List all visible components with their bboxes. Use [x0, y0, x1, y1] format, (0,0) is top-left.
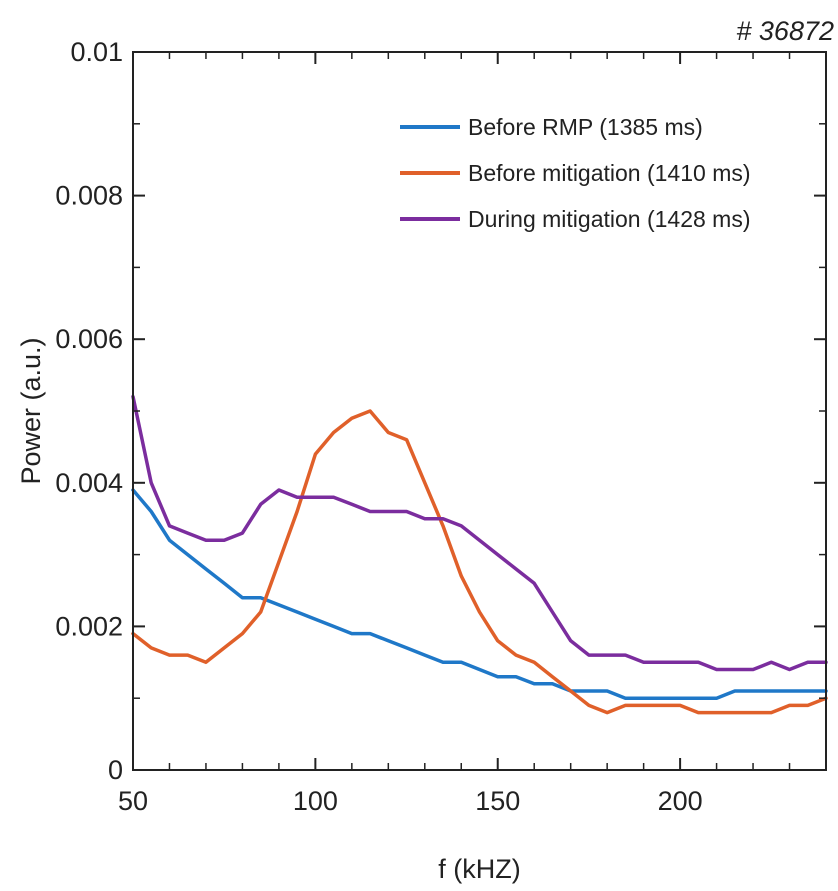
y-tick-label: 0: [108, 755, 123, 785]
shot-number-label: # 36872: [736, 16, 834, 46]
y-tick-label: 0.006: [55, 324, 123, 354]
series-line-2: [131, 409, 828, 715]
y-tick-label: 0.004: [55, 468, 123, 498]
y-axis-label: Power (a.u.): [16, 337, 46, 484]
y-tick-label: 0.008: [55, 181, 123, 211]
series-layer: [131, 394, 828, 715]
x-tick-label: 50: [118, 786, 148, 816]
y-tick-label: 0.01: [70, 37, 123, 67]
legend-label-3: During mitigation (1428 ms): [468, 206, 751, 232]
legend-label-1: Before RMP (1385 ms): [468, 114, 703, 140]
x-tick-label: 150: [475, 786, 520, 816]
series-line-3: [131, 394, 828, 672]
legend-layer: Before RMP (1385 ms) Before mitigation (1…: [400, 114, 751, 232]
x-axis-label: f (kHZ): [438, 854, 520, 884]
x-tick-label: 100: [293, 786, 338, 816]
x-tick-label: 200: [658, 786, 703, 816]
tick-layer: 50 100 150 200 0 0.002 0.004 0.006 0.008 0.01: [55, 37, 827, 816]
y-tick-label: 0.002: [55, 611, 123, 641]
series-line-1: [131, 488, 828, 700]
legend-label-2: Before mitigation (1410 ms): [468, 160, 751, 186]
